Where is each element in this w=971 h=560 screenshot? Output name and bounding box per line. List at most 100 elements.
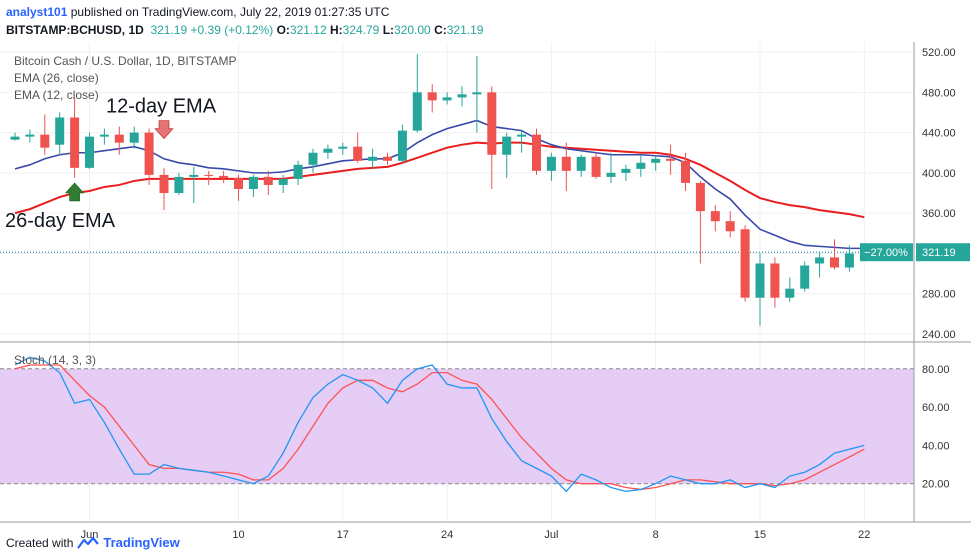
footer: Created with TradingView (6, 535, 180, 550)
stoch-band (0, 368, 914, 484)
price-tick-label: 400.00 (922, 168, 956, 180)
candle-body (397, 130, 407, 161)
candle-body (695, 182, 705, 212)
annotations: 12-day EMA 26-day EMA (5, 96, 217, 232)
candle-body (308, 152, 318, 165)
stoch-tick-label: 20.00 (922, 479, 950, 491)
arrow-up-icon (64, 182, 85, 202)
price-tick-label: 480.00 (922, 87, 956, 99)
candle-body (681, 160, 690, 183)
arrow-down-icon (154, 120, 174, 140)
candle-body (502, 136, 512, 155)
ema12-line (14, 119, 865, 250)
candle-body (99, 134, 109, 137)
candle-body (457, 94, 467, 98)
candle-body (263, 176, 273, 185)
candle-body (278, 178, 288, 185)
candle-body (25, 134, 35, 137)
candle-body (323, 148, 333, 153)
candle-body (368, 156, 378, 161)
last-price: 321.19 (150, 23, 188, 37)
candle-body (219, 175, 229, 178)
legend-ema26: EMA (26, close) (14, 71, 99, 85)
open-label: O: (276, 23, 290, 37)
candle-body (651, 158, 661, 163)
candle-body (621, 168, 631, 173)
candle-body (10, 136, 20, 140)
annotation-label: 12-day EMA (106, 96, 217, 118)
candle-body (40, 134, 50, 148)
price-tick-label: 520.00 (922, 47, 956, 59)
high-label: H: (329, 23, 343, 37)
last-price-badge-label: 321.19 (922, 247, 956, 259)
published-text: published on TradingView.com, July 22, 2… (67, 5, 390, 19)
created-with-text: Created with (6, 535, 74, 550)
candle-body (561, 156, 571, 171)
time-tick-label: 10 (232, 529, 244, 541)
ema26-line (14, 141, 865, 219)
price-pane-title: Bitcoin Cash / U.S. Dollar, 1D, BITSTAMP (14, 54, 237, 68)
high-value: 324.79 (342, 23, 380, 37)
candle-body (815, 257, 825, 264)
stoch-d-line (14, 364, 865, 491)
candle-body (204, 174, 214, 176)
candle-body (442, 97, 452, 101)
stoch-pane (0, 356, 914, 493)
open-value: 321.12 (289, 23, 327, 37)
price-tick-label: 360.00 (922, 208, 956, 220)
candle-body (472, 92, 482, 95)
candle-body (427, 92, 437, 101)
candle-body (770, 263, 780, 298)
price-tick-label: 440.00 (922, 128, 956, 140)
candle-body (114, 134, 124, 143)
low-value: 320.00 (394, 23, 431, 37)
candle-body (517, 134, 527, 137)
candle-body (785, 288, 795, 298)
candle-body (844, 253, 854, 268)
tradingview-logo-icon (77, 536, 100, 549)
change-badge-label: −27.00% (864, 247, 908, 259)
candle-body (412, 92, 422, 131)
price-tick-label: 240.00 (922, 329, 956, 341)
author-link[interactable]: analyst101 (6, 5, 68, 19)
candle-body (248, 176, 258, 189)
candle-body (383, 156, 392, 161)
stoch-tick-label: 60.00 (922, 402, 950, 414)
candle-body (591, 156, 601, 177)
stoch-k-line (14, 356, 865, 493)
annotation-label: 26-day EMA (5, 210, 116, 232)
publish-line: analyst101 published on TradingView.com,… (6, 5, 389, 19)
candle-body (606, 172, 616, 177)
tradingview-brand-link[interactable]: TradingView (103, 535, 180, 550)
candle-body (710, 211, 720, 222)
change-badge (860, 243, 913, 262)
stoch-tick-label: 80.00 (922, 364, 950, 376)
candle-body (740, 229, 750, 298)
candle-body (129, 132, 139, 143)
time-tick-label: 24 (441, 529, 453, 541)
candle-body (338, 146, 348, 149)
candle-body (532, 134, 541, 171)
time-tick-label: Jul (544, 529, 558, 541)
time-tick-label: 17 (337, 529, 349, 541)
legend-ema12: EMA (12, close) (14, 88, 99, 102)
price-tick-label: 280.00 (922, 289, 956, 301)
candle-body (755, 263, 765, 298)
ema-lines (0, 119, 914, 253)
candle-body (546, 156, 556, 171)
time-tick-label: 8 (653, 529, 659, 541)
candle-body (576, 156, 586, 171)
time-tick-label: 22 (858, 529, 870, 541)
candles (10, 54, 869, 326)
candle-body (55, 117, 65, 145)
candle-body (487, 92, 497, 155)
symbol-label: BITSTAMP:BCHUSD, 1D (6, 23, 144, 37)
candle-body (353, 146, 363, 161)
candle-body (70, 117, 80, 168)
close-value: 321.19 (446, 23, 484, 37)
candle-body (189, 174, 199, 177)
stoch-tick-label: 40.00 (922, 440, 950, 452)
time-tick-label: 15 (754, 529, 766, 541)
candle-body (174, 176, 184, 194)
